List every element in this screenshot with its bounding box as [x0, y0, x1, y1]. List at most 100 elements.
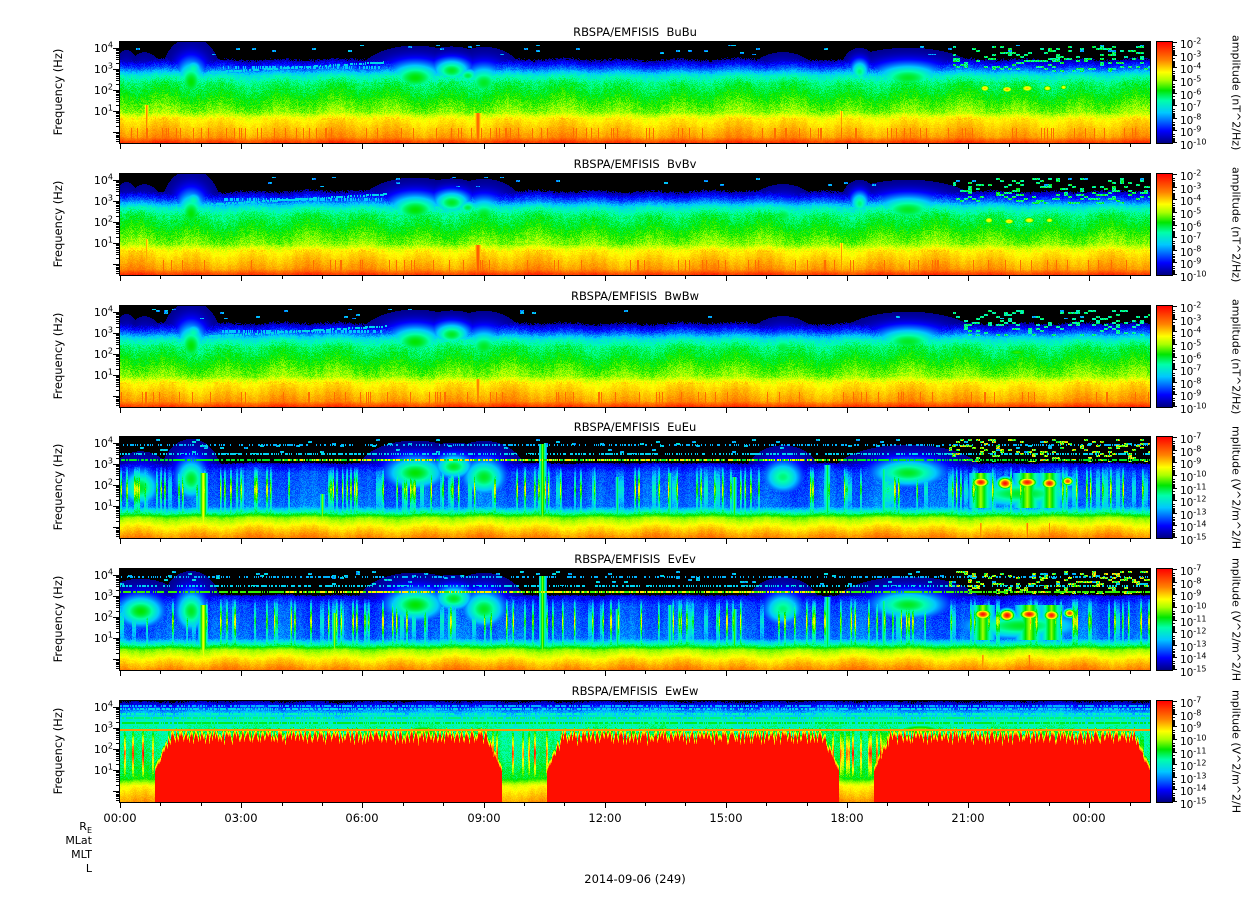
- colorbar-minor-tick: [1172, 356, 1175, 357]
- colorbar-minor-tick: [1172, 510, 1175, 511]
- x-minor-tick: [201, 671, 202, 674]
- y-axis-label: Frequency (Hz): [51, 180, 65, 267]
- colorbar-minor-tick: [1172, 486, 1175, 487]
- colorbar-major-tick: [1172, 569, 1177, 570]
- colorbar-tick-label: 10-5: [1180, 74, 1202, 89]
- y-minor-tick: [116, 338, 119, 339]
- y-minor-tick: [116, 135, 119, 136]
- y-minor-tick: [116, 314, 119, 315]
- x-major-tick: [605, 671, 606, 676]
- colorbar-minor-tick: [1172, 128, 1175, 129]
- y-minor-tick: [116, 579, 119, 580]
- colorbar-major-tick: [1172, 764, 1177, 765]
- colorbar-minor-tick: [1172, 403, 1175, 404]
- x-minor-tick: [645, 408, 646, 411]
- colorbar-major-tick: [1172, 212, 1177, 213]
- colorbar-major-tick: [1172, 382, 1177, 383]
- y-minor-tick: [116, 116, 119, 117]
- colorbar-minor-tick: [1172, 717, 1175, 718]
- y-minor-tick: [116, 775, 119, 776]
- x-minor-tick: [685, 276, 686, 279]
- colorbar-minor-tick: [1172, 100, 1175, 101]
- x-minor-tick: [928, 408, 929, 411]
- colorbar-minor-tick: [1172, 580, 1175, 581]
- y-minor-tick: [116, 624, 119, 625]
- colorbar-tick-label: 10-14: [1180, 783, 1207, 798]
- colorbar-minor-tick: [1172, 196, 1175, 197]
- colorbar-minor-tick: [1172, 638, 1175, 639]
- x-major-tick: [362, 539, 363, 544]
- y-major-tick: [113, 396, 119, 397]
- colorbar-minor-tick: [1172, 761, 1175, 762]
- colorbar-minor-tick: [1172, 579, 1175, 580]
- x-minor-tick: [1049, 408, 1050, 411]
- colorbar-minor-tick: [1172, 64, 1175, 65]
- y-minor-tick: [116, 507, 119, 508]
- x-major-tick: [120, 408, 121, 413]
- y-minor-tick: [116, 739, 119, 740]
- colorbar-major-tick: [1172, 406, 1177, 407]
- x-major-tick: [726, 276, 727, 281]
- y-minor-tick: [116, 244, 119, 245]
- colorbar-minor-tick: [1172, 315, 1175, 316]
- y-minor-tick: [116, 49, 119, 50]
- colorbar-minor-tick: [1172, 392, 1175, 393]
- colorbar-minor-tick: [1172, 798, 1175, 799]
- colorbar-minor-tick: [1172, 456, 1175, 457]
- colorbar-minor-tick: [1172, 341, 1175, 342]
- y-minor-tick: [116, 508, 119, 509]
- x-major-tick: [847, 671, 848, 676]
- y-minor-tick: [116, 628, 119, 629]
- y-minor-tick: [116, 718, 119, 719]
- x-minor-tick: [282, 803, 283, 806]
- colorbar-minor-tick: [1172, 328, 1175, 329]
- colorbar-minor-tick: [1172, 536, 1175, 537]
- y-tick-label: 103: [93, 193, 113, 208]
- colorbar-axis-label-eueu: mplitude (V^2/m^2/H: [1229, 426, 1243, 549]
- colorbar-minor-tick: [1172, 75, 1175, 76]
- colorbar-minor-tick: [1172, 795, 1175, 796]
- colorbar-minor-tick: [1172, 746, 1175, 747]
- colorbar-minor-tick: [1172, 443, 1175, 444]
- colorbar-major-tick: [1172, 789, 1177, 790]
- colorbar-minor-tick: [1172, 585, 1175, 586]
- y-minor-tick: [116, 531, 119, 532]
- y-major-tick: [113, 770, 119, 771]
- colorbar-minor-tick: [1172, 117, 1175, 118]
- y-minor-tick: [116, 798, 119, 799]
- y-major-tick: [113, 333, 119, 334]
- y-minor-tick: [116, 252, 119, 253]
- y-minor-tick: [116, 601, 119, 602]
- colorbar-minor-tick: [1172, 666, 1175, 667]
- colorbar-minor-tick: [1172, 219, 1175, 220]
- y-minor-tick: [116, 750, 119, 751]
- y-minor-tick: [116, 643, 119, 644]
- colorbar-minor-tick: [1172, 210, 1175, 211]
- colorbar-minor-tick: [1172, 459, 1175, 460]
- x-minor-tick: [1009, 144, 1010, 147]
- colorbar-major-tick: [1172, 437, 1177, 438]
- colorbar-minor-tick: [1172, 388, 1175, 389]
- colorbar-tick-label: 10-8: [1180, 708, 1202, 723]
- y-minor-tick: [116, 515, 119, 516]
- colorbar-minor-tick: [1172, 246, 1175, 247]
- colorbar-minor-tick: [1172, 758, 1175, 759]
- colorbar-tick-label: 10-9: [1180, 456, 1202, 471]
- colorbar-minor-tick: [1172, 114, 1175, 115]
- y-minor-tick: [116, 139, 119, 140]
- x-minor-tick: [1049, 671, 1050, 674]
- y-minor-tick: [116, 664, 119, 665]
- y-minor-tick: [116, 607, 119, 608]
- colorbar-minor-tick: [1172, 46, 1175, 47]
- colorbar-minor-tick: [1172, 630, 1175, 631]
- x-minor-tick: [160, 276, 161, 279]
- colorbar-tick-label: 10-9: [1180, 124, 1202, 139]
- colorbar-minor-tick: [1172, 593, 1175, 594]
- y-major-tick: [113, 707, 119, 708]
- x-major-tick: [362, 671, 363, 676]
- y-minor-tick: [116, 729, 119, 730]
- x-minor-tick: [887, 803, 888, 806]
- x-major-tick: [241, 539, 242, 544]
- x-minor-tick: [685, 671, 686, 674]
- x-minor-tick: [645, 671, 646, 674]
